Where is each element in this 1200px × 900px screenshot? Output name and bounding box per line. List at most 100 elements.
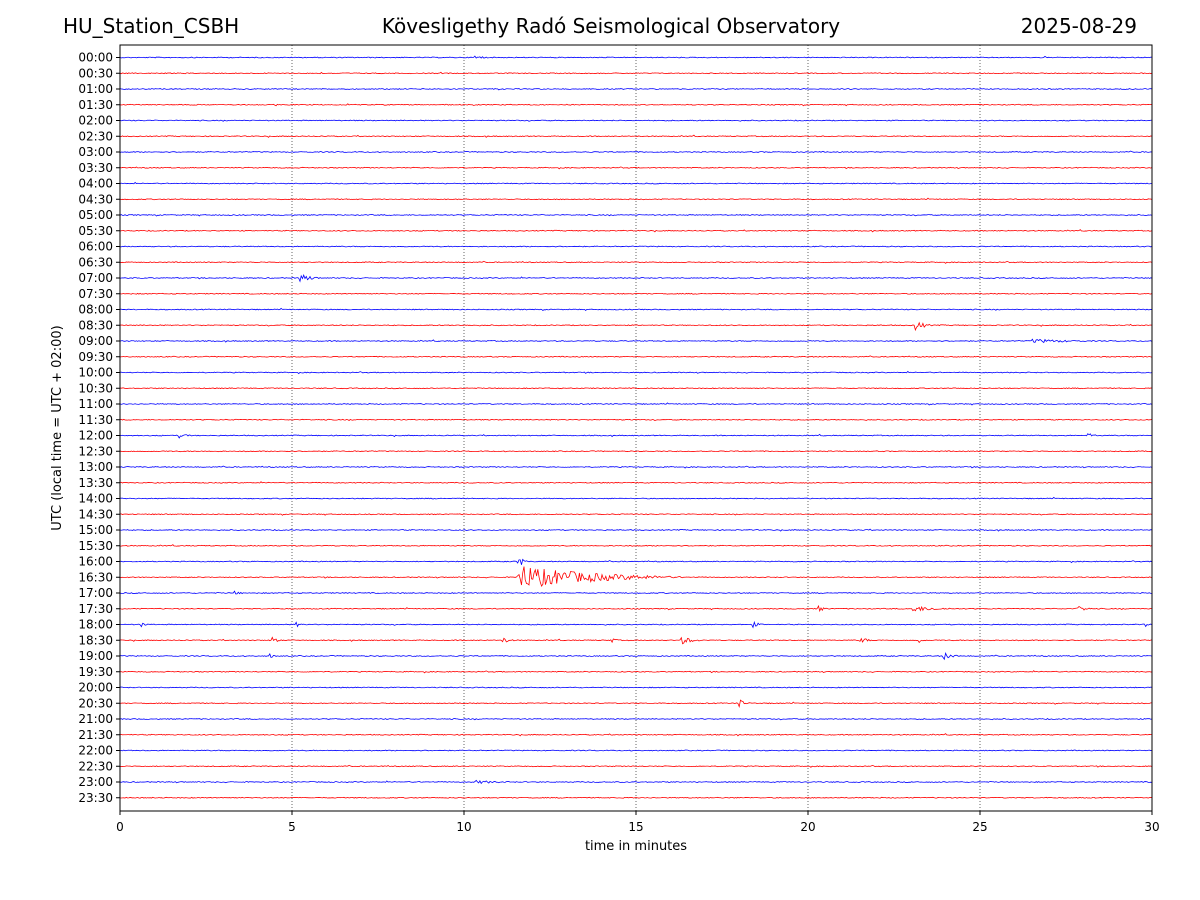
y-tick-label: 19:00 <box>78 649 113 663</box>
x-tick-label: 10 <box>456 820 471 834</box>
trace-0230 <box>119 134 1153 138</box>
y-tick-label: 23:00 <box>78 775 113 789</box>
x-axis-label: time in minutes <box>585 839 687 854</box>
trace-2100 <box>119 718 1153 721</box>
trace-0500 <box>119 214 1153 217</box>
y-tick-label: 05:00 <box>78 208 113 222</box>
trace-0300 <box>119 150 1153 154</box>
y-tick-label: 21:00 <box>78 712 113 726</box>
y-tick-label: 07:30 <box>78 287 113 301</box>
trace-0700 <box>119 273 1153 283</box>
x-tick-label: 20 <box>800 820 815 834</box>
y-tick-label: 17:30 <box>78 602 113 616</box>
y-tick-label: 07:00 <box>78 271 113 285</box>
trace-1030 <box>119 387 1153 390</box>
y-tick-label: 18:30 <box>78 633 113 647</box>
trace-1700 <box>119 590 1153 595</box>
y-tick-label: 16:00 <box>78 555 113 569</box>
trace-0030 <box>119 71 1153 75</box>
trace-2030 <box>119 699 1152 708</box>
trace-1530 <box>119 544 1153 547</box>
x-tick-label: 25 <box>972 820 987 834</box>
y-tick-label: 22:30 <box>78 759 113 773</box>
y-tick-label: 08:30 <box>78 318 113 332</box>
y-tick-label: 11:00 <box>78 397 113 411</box>
x-tick-label: 30 <box>1144 820 1159 834</box>
trace-1230 <box>119 450 1153 453</box>
trace-1400 <box>119 496 1153 500</box>
y-tick-label: 14:00 <box>78 492 113 506</box>
y-tick-label: 18:00 <box>78 618 113 632</box>
y-tick-label: 22:00 <box>78 744 113 758</box>
y-tick-label: 10:00 <box>78 366 113 380</box>
trace-1430 <box>119 513 1153 516</box>
y-tick-label: 17:00 <box>78 586 113 600</box>
y-tick-label: 03:00 <box>78 145 113 159</box>
trace-1630 <box>119 566 1153 587</box>
trace-1800 <box>119 620 1153 629</box>
trace-0330 <box>119 166 1153 170</box>
trace-1000 <box>119 370 1153 375</box>
trace-1500 <box>119 528 1153 532</box>
trace-1200 <box>119 433 1153 439</box>
chart-date: 2025-08-29 <box>1020 14 1137 38</box>
trace-2200 <box>119 749 1153 752</box>
trace-0000 <box>119 55 1153 59</box>
y-tick-label: 04:30 <box>78 192 113 206</box>
y-tick-label: 13:30 <box>78 476 113 490</box>
trace-0900 <box>119 338 1153 344</box>
trace-0930 <box>119 355 1153 358</box>
y-tick-label: 03:30 <box>78 161 113 175</box>
trace-1830 <box>119 636 1153 645</box>
y-tick-label: 05:30 <box>78 224 113 238</box>
y-tick-label: 00:00 <box>78 51 113 65</box>
x-tick-label: 5 <box>288 820 296 834</box>
y-tick-label: 19:30 <box>78 665 113 679</box>
trace-0630 <box>119 260 1153 264</box>
y-tick-label: 14:30 <box>78 507 113 521</box>
y-tick-label: 02:30 <box>78 129 113 143</box>
trace-2000 <box>119 686 1153 689</box>
y-tick-label: 06:30 <box>78 255 113 269</box>
trace-1930 <box>119 670 1153 674</box>
x-tick-label: 15 <box>628 820 643 834</box>
y-tick-label: 11:30 <box>78 413 113 427</box>
y-tick-label: 08:00 <box>78 303 113 317</box>
x-axis-ticks: 0 5 10 15 20 25 30 <box>116 811 1160 834</box>
station-name: HU_Station_CSBH <box>63 14 240 38</box>
trace-0600 <box>119 245 1153 248</box>
chart-title: Kövesligethy Radó Seismological Observat… <box>381 14 841 38</box>
trace-2330 <box>119 796 1153 799</box>
trace-2230 <box>119 764 1153 768</box>
y-tick-label: 16:30 <box>78 570 113 584</box>
y-tick-label: 15:30 <box>78 539 113 553</box>
trace-0130 <box>119 103 1153 107</box>
y-tick-label: 15:00 <box>78 523 113 537</box>
trace-0800 <box>119 307 1153 312</box>
seismic-traces <box>119 55 1153 799</box>
y-tick-label: 00:30 <box>78 66 113 80</box>
x-tick-label: 0 <box>116 820 124 834</box>
trace-1730 <box>119 604 1153 613</box>
trace-0400 <box>119 181 1153 185</box>
y-tick-label: 21:30 <box>78 728 113 742</box>
y-tick-label: 12:30 <box>78 444 113 458</box>
y-tick-label: 04:00 <box>78 177 113 191</box>
y-tick-label: 12:00 <box>78 429 113 443</box>
trace-1600 <box>119 558 1153 565</box>
trace-0830 <box>119 321 1153 332</box>
y-tick-label: 02:00 <box>78 114 113 128</box>
trace-2130 <box>119 733 1153 737</box>
trace-1330 <box>119 481 1153 484</box>
trace-2300 <box>119 779 1153 785</box>
trace-0730 <box>119 292 1153 295</box>
y-tick-label: 06:00 <box>78 240 113 254</box>
trace-0100 <box>119 87 1153 91</box>
trace-1300 <box>119 465 1153 469</box>
trace-0430 <box>119 197 1153 201</box>
y-tick-label: 20:30 <box>78 696 113 710</box>
y-axis-label: UTC (local time = UTC + 02:00) <box>50 325 65 530</box>
trace-1100 <box>119 402 1153 406</box>
